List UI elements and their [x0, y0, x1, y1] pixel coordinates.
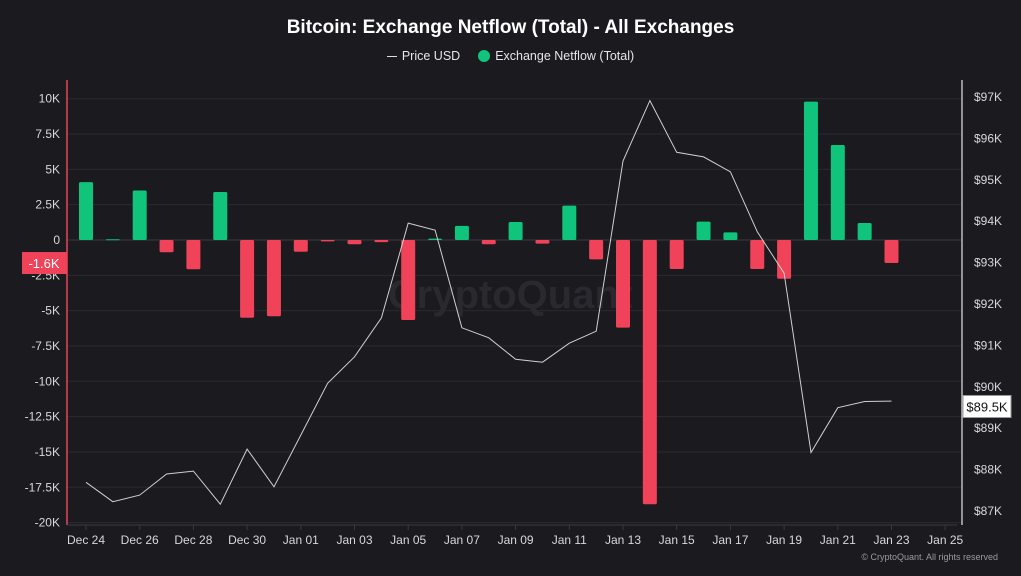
price-line — [85, 99, 892, 506]
netflow-bar — [105, 239, 120, 241]
left-tick-label: -7.5K — [31, 339, 60, 353]
netflow-bar — [79, 182, 93, 240]
x-tick-label: Jan 23 — [873, 533, 909, 547]
legend-label-price: Price USD — [401, 49, 461, 63]
x-tick-label: Jan 03 — [336, 533, 372, 547]
x-tick-label: Jan 17 — [712, 533, 748, 547]
netflow-bar — [562, 205, 577, 240]
legend-label-netflow: Exchange Netflow (Total) — [495, 49, 635, 63]
left-tick-label: -15K — [35, 445, 60, 459]
netflow-bar — [535, 240, 550, 244]
netflow-bar — [696, 221, 711, 240]
netflow-bar — [589, 240, 604, 260]
copyright: © CryptoQuant. All rights reserved — [861, 552, 998, 562]
left-tick-label: -20K — [35, 516, 60, 530]
x-tick-label: Jan 11 — [552, 533, 587, 547]
left-tick-label: -17.5K — [25, 480, 60, 494]
right-tick-label: $90K — [974, 380, 1002, 394]
netflow-bar — [723, 232, 738, 240]
x-tick-label: Jan 09 — [498, 533, 534, 547]
x-tick-label: Jan 15 — [659, 533, 695, 547]
netflow-bar — [320, 240, 335, 242]
chart-title: Bitcoin: Exchange Netflow (Total) - All … — [286, 17, 735, 38]
right-tick-label: $96K — [974, 131, 1002, 145]
left-tick-label: 0 — [53, 233, 60, 247]
left-tick-label: 10K — [39, 92, 60, 106]
netflow-bar — [508, 222, 523, 240]
right-tick-label: $93K — [974, 256, 1002, 270]
left-tick-label: 7.5K — [35, 127, 60, 141]
netflow-bar — [293, 240, 308, 252]
dot-swatch-icon — [478, 50, 491, 62]
legend: Price USD Exchange Netflow (Total) — [0, 49, 1021, 63]
right-value-badge-label: $89.5K — [966, 400, 1008, 415]
x-tick-label: Jan 13 — [605, 533, 641, 547]
line-swatch-icon — [386, 55, 397, 57]
right-value-badge — [962, 395, 1012, 418]
netflow-bar — [857, 223, 872, 240]
left-tick-label: -5K — [41, 304, 60, 318]
netflow-bar — [777, 240, 792, 279]
x-tick-label: Jan 05 — [390, 533, 426, 547]
x-tick-label: Dec 30 — [228, 533, 266, 547]
x-tick-label: Dec 28 — [174, 533, 212, 547]
netflow-bar — [454, 225, 469, 240]
left-tick-label: -10K — [35, 374, 60, 388]
netflow-bar — [616, 240, 630, 328]
legend-item-netflow[interactable]: Exchange Netflow (Total) — [478, 49, 634, 63]
right-tick-label: $95K — [974, 173, 1002, 187]
x-tick-label: Jan 01 — [283, 533, 319, 547]
x-tick-label: Jan 07 — [444, 533, 480, 547]
netflow-bar — [669, 240, 684, 269]
netflow-bar — [428, 238, 443, 240]
netflow-bar — [884, 240, 899, 264]
right-tick-label: $91K — [974, 338, 1002, 352]
left-tick-label: 5K — [45, 162, 60, 176]
right-tick-label: $97K — [974, 90, 1002, 104]
netflow-bar — [240, 240, 255, 318]
netflow-bar — [347, 240, 362, 245]
netflow-bar — [481, 240, 496, 245]
right-tick-label: $88K — [974, 463, 1002, 477]
netflow-bar — [642, 240, 657, 505]
netflow-bar — [266, 240, 281, 317]
right-tick-label: $94K — [974, 214, 1002, 228]
x-tick-label: Jan 25 — [927, 533, 963, 547]
right-tick-label: $87K — [974, 504, 1002, 518]
left-value-badge-label: -1.6K — [28, 256, 59, 271]
netflow-bar — [186, 240, 201, 270]
x-tick-label: Dec 26 — [121, 533, 159, 547]
left-tick-label: -12.5K — [25, 410, 60, 424]
netflow-bar — [159, 240, 174, 253]
netflow-bar — [750, 240, 765, 269]
x-tick-label: Jan 21 — [820, 533, 856, 547]
right-tick-label: $92K — [974, 297, 1002, 311]
legend-item-price[interactable]: Price USD — [386, 49, 461, 63]
netflow-bar — [401, 240, 416, 320]
netflow-bar — [803, 101, 818, 240]
netflow-bar — [132, 190, 147, 240]
watermark: CryptoQuant — [388, 273, 632, 317]
netflow-bar — [213, 191, 228, 240]
left-tick-label: 2.5K — [35, 198, 60, 212]
right-tick-label: $89K — [974, 421, 1002, 435]
left-value-badge — [22, 252, 67, 275]
x-tick-label: Jan 19 — [766, 533, 802, 547]
netflow-bar — [830, 145, 845, 240]
x-tick-label: Dec 24 — [67, 533, 105, 547]
netflow-bar — [374, 240, 389, 243]
